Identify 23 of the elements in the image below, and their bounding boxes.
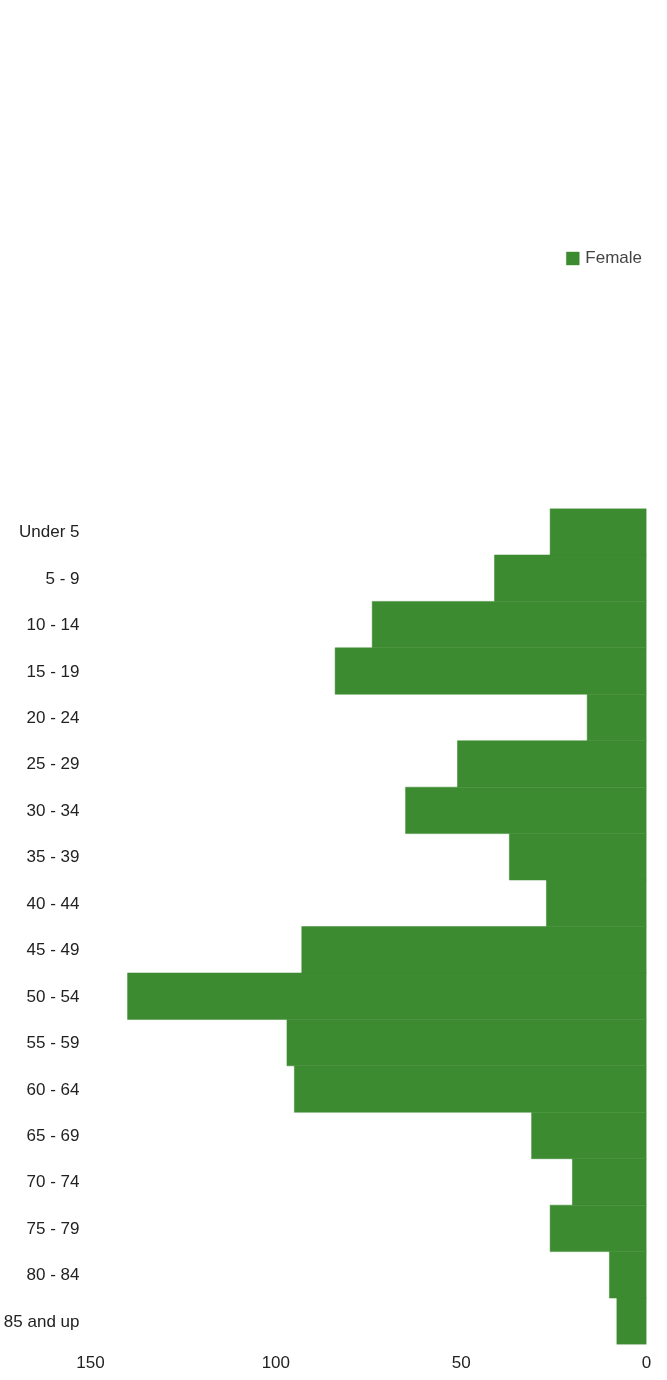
y-tick-label: 25 - 29: [26, 754, 80, 774]
y-tick-label: 60 - 64: [26, 1079, 80, 1099]
y-tick-label: 10 - 14: [26, 615, 80, 635]
y-tick-label: 50 - 54: [26, 986, 80, 1006]
legend-label: Female: [585, 248, 642, 268]
y-tick-label: 80 - 84: [26, 1265, 80, 1285]
y-tick-label: 40 - 44: [26, 893, 80, 913]
y-tick-label: 85 and up: [3, 1311, 80, 1331]
y-tick-label: Under 5: [19, 522, 80, 542]
y-tick-label: 20 - 24: [26, 708, 80, 727]
y-tick-label: 75 - 79: [26, 1218, 80, 1238]
x-tick-label: 50: [451, 1352, 471, 1372]
y-tick-label: 65 - 69: [26, 1126, 80, 1145]
y-tick-label: 55 - 59: [26, 1033, 80, 1053]
x-tick-label: 100: [261, 1352, 291, 1372]
y-tick-label: 45 - 49: [26, 940, 80, 960]
y-tick-label: 30 - 34: [26, 800, 80, 820]
x-tick-label: 150: [76, 1352, 105, 1372]
y-tick-label: 35 - 39: [26, 847, 80, 867]
y-tick-label: 15 - 19: [26, 661, 80, 681]
x-tick-label: 0: [641, 1352, 652, 1372]
y-tick-label: 70 - 74: [26, 1172, 80, 1192]
y-tick-label: 5 - 9: [45, 568, 80, 588]
